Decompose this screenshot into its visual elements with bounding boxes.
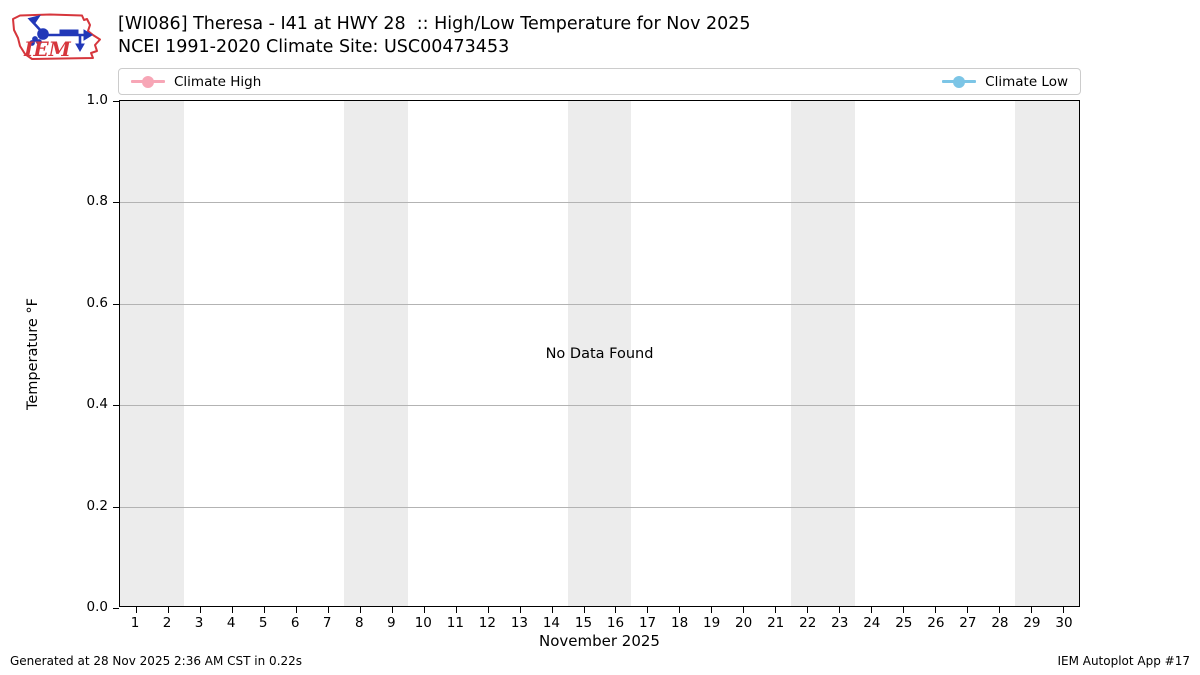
x-tick-label: 22 [799,615,817,631]
x-tick-label: 16 [606,615,625,631]
chart-title: [WI086] Theresa - I41 at HWY 28 :: High/… [118,14,751,34]
x-tick-label: 23 [831,615,849,631]
h-gridline [120,303,1079,305]
x-tick-label: 30 [1055,615,1073,631]
x-axis-title: November 2025 [539,632,660,650]
y-axis-title: Temperature °F [25,297,41,411]
weekend-band [120,101,184,606]
x-tick-label: 1 [130,615,140,631]
iowa-outline-icon [12,13,101,60]
weathervane-icon [27,14,93,53]
x-tick-label: 19 [703,615,721,631]
x-tick-label: 10 [414,615,432,631]
iem-logo-text: IEM [23,37,72,61]
iem-logo: IEM [12,13,101,61]
h-gridline [120,202,1079,204]
climate-high-marker-icon [131,75,165,88]
x-axis-tick-labels: 1 2 3 4 5 6 7 8 9 10 11 12 13 14 15 16 17 18 19 20 21 22 23 24 2… [119,100,1080,631]
y-tick-label: 0.2 [86,497,108,514]
y-tick-label: 0.6 [86,294,108,311]
title-block: [WI086] Theresa - I41 at HWY 28 :: High/… [118,13,751,59]
weekend-band [1015,101,1079,606]
legend-label-climate-low: Climate Low [985,73,1068,90]
y-tick-label: 0.8 [86,193,108,210]
x-tick-label: 9 [386,615,396,631]
x-tick-label: 14 [542,615,561,631]
plot-area: No Data Found [113,100,1080,613]
y-tick-label: 0.0 [86,599,108,615]
y-tick-label: 0.4 [86,396,108,413]
x-tick-label: 25 [895,615,913,631]
h-gridline [120,506,1079,508]
h-gridline [120,405,1079,407]
x-tick-label: 18 [670,615,689,631]
x-tick-label: 26 [927,615,945,631]
x-tick-label: 13 [510,615,528,631]
x-tick-label: 15 [574,615,593,631]
weekend-band [791,101,856,606]
legend-entry-climate-low: Climate Low [942,74,1068,90]
no-data-message: No Data Found [545,345,654,362]
legend-entry-climate-high: Climate High [131,74,261,90]
x-tick-label: 3 [194,615,204,631]
x-tick-label: 17 [638,615,657,631]
footer-app-credit: IEM Autoplot App #17 [1057,654,1190,668]
weekend-band [343,101,408,606]
legend-label-climate-high: Climate High [174,73,262,90]
weekend-band [567,101,632,606]
x-tick-label: 8 [354,615,364,631]
x-tick-label: 27 [959,615,977,631]
x-tick-label: 11 [446,615,464,631]
x-tick-label: 5 [258,615,268,631]
x-tick-label: 12 [478,615,496,631]
chart-subtitle: NCEI 1991-2020 Climate Site: USC00473453 [118,37,510,57]
x-tick-label: 24 [863,615,881,631]
x-tick-label: 21 [767,615,785,631]
x-tick-label: 29 [1023,615,1041,631]
legend-bar: Climate High Climate Low [118,68,1081,95]
y-tick-label: 1.0 [86,92,108,108]
x-tick-label: 6 [290,615,300,631]
x-tick-label: 7 [322,615,332,631]
x-tick-label: 4 [226,615,236,631]
x-tick-label: 2 [162,615,172,631]
footer-generated-text: Generated at 28 Nov 2025 2:36 AM CST in … [10,654,303,668]
x-tick-label: 20 [735,615,753,631]
climate-low-marker-icon [942,75,977,88]
x-tick-label: 28 [991,615,1009,631]
